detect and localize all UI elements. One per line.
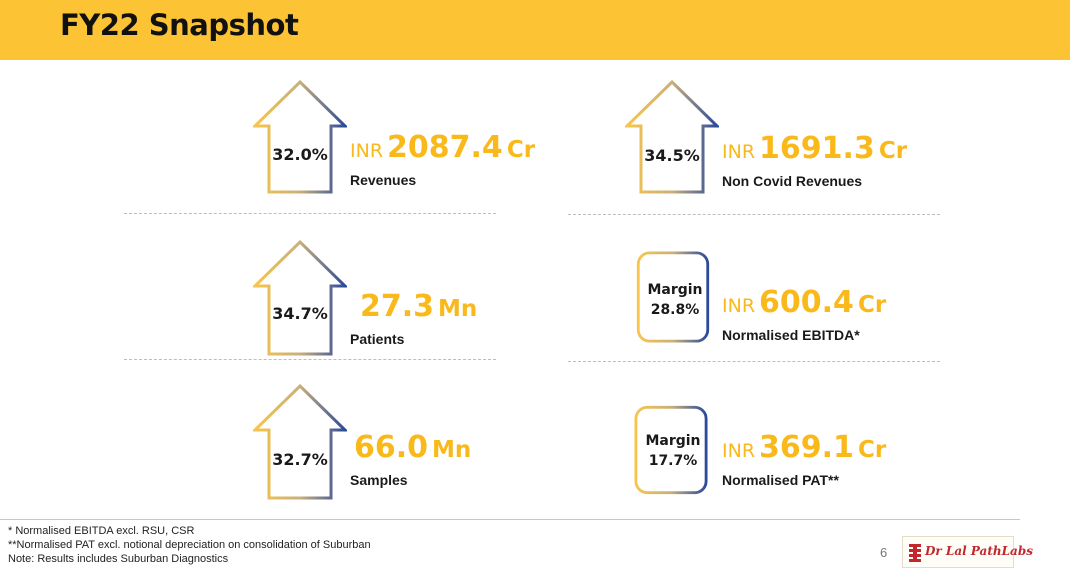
section-divider <box>124 213 496 214</box>
logo-mark-icon <box>909 544 921 562</box>
company-logo: Dr Lal PathLabs <box>902 536 1033 568</box>
section-divider <box>124 359 496 360</box>
growth-percent: 32.0% <box>272 145 328 164</box>
section-divider <box>568 214 940 215</box>
up-arrow-icon <box>625 80 719 194</box>
growth-percent: 34.5% <box>644 146 700 165</box>
margin-value: 28.8% <box>650 302 700 318</box>
value-number: 27.3 <box>360 289 435 324</box>
metric-label: Revenues <box>350 172 417 188</box>
metric-label: Normalised EBITDA* <box>722 327 860 343</box>
value-unit: INR <box>350 140 384 162</box>
metric-label: Normalised PAT** <box>722 472 839 488</box>
margin-label: Margin <box>647 282 703 298</box>
value-number: 600.4 <box>759 285 854 320</box>
margin-box <box>634 405 708 495</box>
metric-value: 27.3 Mn <box>356 289 477 324</box>
margin-box <box>636 251 710 343</box>
page-title: FY22 Snapshot <box>60 8 299 42</box>
value-number: 1691.3 <box>759 131 875 166</box>
metric-value: 66.0 Mn <box>350 430 471 465</box>
value-number: 369.1 <box>759 430 854 465</box>
value-unit: INR <box>722 440 756 462</box>
section-divider <box>568 361 940 362</box>
value-suffix: Cr <box>878 138 908 164</box>
value-suffix: Cr <box>857 292 887 318</box>
value-number: 2087.4 <box>387 130 503 165</box>
up-arrow-icon <box>253 384 347 500</box>
margin-text: Margin 28.8% <box>636 251 714 349</box>
metric-label: Non Covid Revenues <box>722 173 863 189</box>
footnote: **Normalised PAT excl. notional deprecia… <box>8 539 371 551</box>
growth-percent: 32.7% <box>272 450 328 469</box>
logo-text: Dr Lal PathLabs <box>925 544 1033 558</box>
footer-divider <box>0 519 1020 520</box>
metric-value: INR 2087.4 Cr <box>350 130 535 165</box>
footnote: Note: Results includes Suburban Diagnost… <box>8 553 229 565</box>
metric-label: Samples <box>350 472 408 488</box>
footnotes: * Normalised EBITDA excl. RSU, CSR **Nor… <box>8 524 371 566</box>
value-suffix: Cr <box>506 137 536 163</box>
metric-value: INR 1691.3 Cr <box>722 131 907 166</box>
margin-value: 17.7% <box>648 453 698 469</box>
up-arrow-icon <box>253 240 347 356</box>
page-number: 6 <box>880 545 888 560</box>
margin-content: Margin 28.8% <box>636 251 714 349</box>
margin-text: Margin 17.7% <box>634 404 712 498</box>
metric-value: INR 369.1 Cr <box>722 430 886 465</box>
value-unit: INR <box>722 141 756 163</box>
up-arrow-icon <box>253 80 347 194</box>
value-number: 66.0 <box>354 430 429 465</box>
metric-value: INR 600.4 Cr <box>722 285 886 320</box>
value-suffix: Cr <box>857 437 887 463</box>
growth-percent: 34.7% <box>272 304 328 323</box>
value-suffix: Mn <box>438 296 478 322</box>
footnote: * Normalised EBITDA excl. RSU, CSR <box>8 525 195 537</box>
margin-label: Margin <box>645 433 701 449</box>
metric-label: Patients <box>350 331 405 347</box>
value-unit: INR <box>722 295 756 317</box>
margin-content: Margin 17.7% <box>634 404 712 498</box>
value-suffix: Mn <box>432 437 472 463</box>
title-bar: FY22 Snapshot <box>0 0 1070 60</box>
